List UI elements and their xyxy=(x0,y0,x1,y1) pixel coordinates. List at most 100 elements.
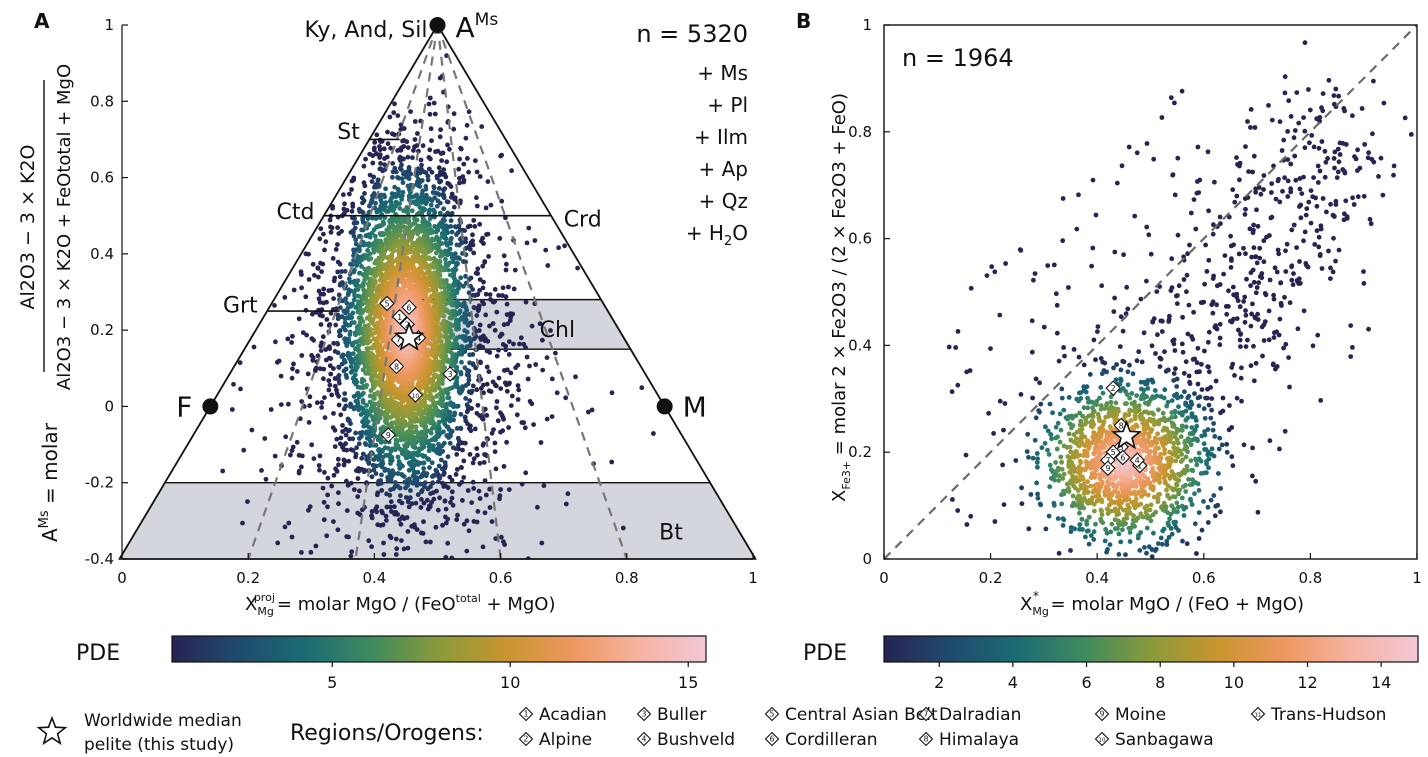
data-point xyxy=(378,161,383,166)
data-point xyxy=(372,395,377,401)
data-point xyxy=(364,403,369,408)
data-point xyxy=(344,207,350,213)
data-point xyxy=(503,267,509,273)
data-point xyxy=(533,362,539,367)
data-point xyxy=(412,522,417,528)
data-point xyxy=(549,414,555,419)
data-point xyxy=(492,327,498,333)
data-point xyxy=(451,204,457,210)
data-point xyxy=(286,401,291,407)
data-point xyxy=(381,250,387,256)
data-point xyxy=(447,146,452,152)
data-point xyxy=(400,189,406,195)
data-point xyxy=(447,315,453,321)
data-point xyxy=(282,295,288,300)
data-point xyxy=(449,229,455,235)
data-point xyxy=(316,463,322,468)
data-point xyxy=(373,200,378,206)
data-point xyxy=(314,400,320,406)
data-point xyxy=(446,267,451,273)
data-point xyxy=(493,466,499,472)
data-point xyxy=(367,172,373,178)
data-point xyxy=(379,488,385,493)
data-point xyxy=(397,201,402,207)
data-point xyxy=(355,278,361,283)
data-point xyxy=(346,458,352,464)
data-point xyxy=(289,534,295,540)
data-point xyxy=(439,158,444,164)
data-point xyxy=(427,465,432,470)
data-point xyxy=(304,332,309,338)
data-point xyxy=(494,399,500,404)
data-point xyxy=(499,293,505,298)
data-point xyxy=(433,467,439,473)
data-point xyxy=(438,457,444,463)
data-point xyxy=(498,153,503,159)
data-point xyxy=(398,521,404,527)
data-point xyxy=(423,539,429,545)
data-point xyxy=(501,253,507,259)
data-point xyxy=(518,335,524,341)
data-point xyxy=(337,380,342,386)
data-point xyxy=(393,552,399,557)
data-point xyxy=(299,453,305,459)
data-point xyxy=(463,135,469,141)
data-point xyxy=(477,277,483,282)
data-point xyxy=(438,127,443,133)
data-point xyxy=(350,310,356,316)
data-point xyxy=(460,447,465,453)
data-point xyxy=(411,457,416,463)
data-point xyxy=(372,233,378,239)
data-point xyxy=(313,365,319,371)
data-point xyxy=(359,264,364,269)
data-point xyxy=(348,480,354,486)
data-point xyxy=(390,208,395,213)
data-point xyxy=(481,279,486,285)
data-point xyxy=(387,453,393,459)
data-point xyxy=(457,180,462,186)
data-point xyxy=(359,433,364,439)
data-point xyxy=(444,159,450,165)
data-point xyxy=(343,403,349,409)
data-point xyxy=(427,216,433,222)
data-point xyxy=(353,372,358,378)
data-point xyxy=(324,299,329,305)
data-point xyxy=(339,228,344,234)
data-point xyxy=(519,481,525,487)
data-point xyxy=(482,478,488,483)
data-point xyxy=(317,236,323,242)
data-point xyxy=(361,467,367,473)
data-point xyxy=(453,472,459,477)
data-point xyxy=(346,339,352,345)
data-point xyxy=(380,459,385,464)
data-point xyxy=(322,470,327,475)
data-point xyxy=(348,553,354,559)
data-point xyxy=(620,525,626,531)
data-point xyxy=(415,469,421,475)
data-point xyxy=(321,376,326,382)
data-point xyxy=(436,479,441,484)
data-point xyxy=(321,231,326,237)
data-point xyxy=(332,383,338,389)
data-point xyxy=(436,463,442,469)
data-point xyxy=(329,225,335,231)
data-point xyxy=(484,413,490,418)
data-point xyxy=(282,524,288,530)
data-point xyxy=(354,445,359,451)
data-point xyxy=(537,321,543,327)
data-point xyxy=(229,407,235,412)
data-point xyxy=(333,247,339,252)
data-point xyxy=(461,458,467,464)
data-point xyxy=(465,488,471,493)
data-point xyxy=(393,386,399,392)
data-point xyxy=(370,160,376,166)
data-point xyxy=(449,255,455,261)
data-point xyxy=(609,459,615,465)
data-point xyxy=(432,373,437,378)
data-point xyxy=(332,444,338,449)
data-point xyxy=(500,285,506,291)
data-point xyxy=(464,518,470,524)
data-point xyxy=(383,186,388,192)
data-point xyxy=(353,237,359,243)
data-point xyxy=(381,552,387,557)
